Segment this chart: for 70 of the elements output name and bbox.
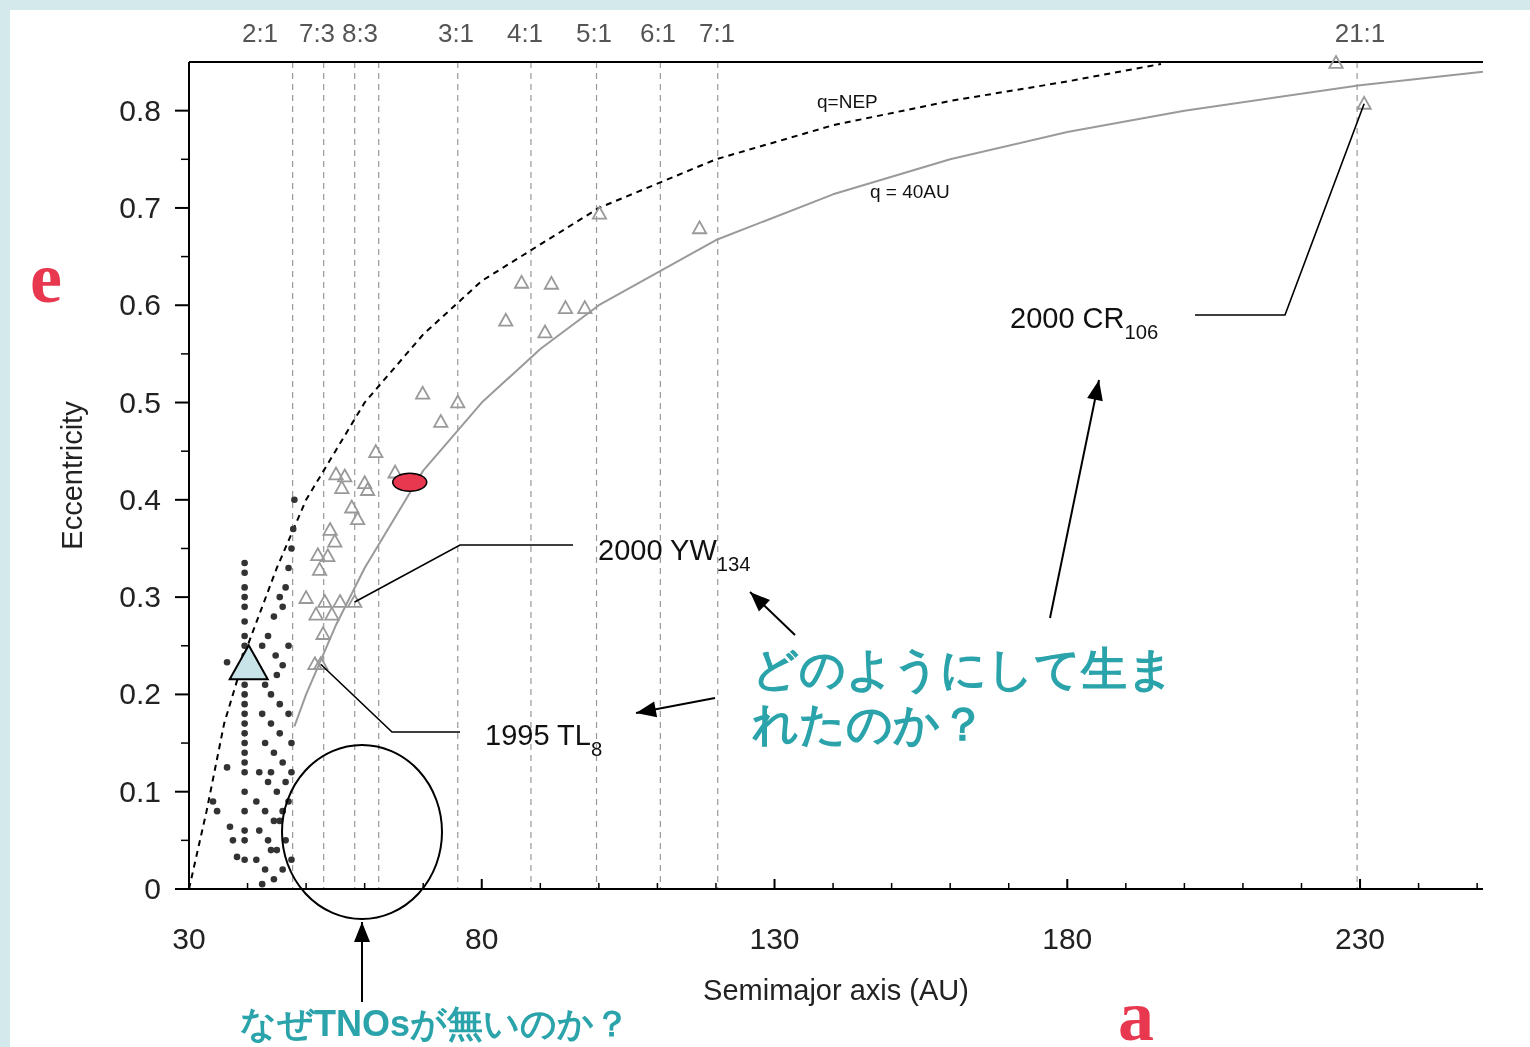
point [328,466,344,481]
point [543,275,559,290]
text: 8:3 [341,18,379,48]
y-tick-label: 0.8 [119,93,161,127]
point [537,324,553,339]
y-tick-label: 0.4 [119,482,161,516]
point [577,300,593,314]
y-tick-label: 0.6 [119,288,161,322]
x-tick-label: 130 [749,922,800,955]
annotation: 2000 CR$_{106}$ [1010,302,1159,343]
point [692,220,708,235]
point [591,205,607,220]
text: なぜTNOsが無いのか？ [240,1003,631,1044]
x-tick-label: 30 [172,922,206,955]
point [415,385,431,400]
point [350,511,366,526]
text: 5:1 [575,18,613,48]
x-tick-label: 230 [1335,922,1386,955]
y-tick-label: 0.3 [119,580,161,614]
point [337,468,353,483]
text: 4:1 [506,18,544,48]
annotation: どのようにして生まれたのか？ [752,643,1174,751]
x-tick-label: 80 [465,922,499,955]
text: 7:1 [698,18,736,48]
text: 7:3 [298,18,336,48]
point [557,300,574,314]
point [327,533,343,548]
point [368,444,384,458]
y-tick-label: 0.1 [119,774,161,808]
y-tick-label: 0.5 [119,385,161,419]
text: e [30,238,62,318]
annotation: 1995 TL$_{8}$ [485,719,603,760]
point [322,522,338,536]
series-label: q = 40AU [870,181,950,202]
point [324,606,340,621]
text: 6:1 [639,18,677,48]
point [344,499,360,514]
point [450,394,466,409]
point [433,414,449,428]
point [298,590,314,604]
point [498,312,514,327]
point [514,274,530,289]
text: a [1118,976,1154,1047]
y-tick-label: 0.2 [119,677,161,711]
text: 3:1 [437,18,475,48]
text: 2:1 [241,18,279,48]
point [228,644,269,681]
point [308,606,324,621]
point [357,475,373,490]
x-tick-label: 180 [1042,922,1093,955]
point [1328,55,1344,69]
series-label: q=NEP [817,91,878,112]
text: 21:1 [1334,18,1386,48]
point [310,547,326,562]
point [320,548,336,563]
y-axis-title: Eccentricity [56,400,88,550]
y-tick-label: 0.7 [119,190,161,224]
y-tick-label: 0 [144,872,161,905]
point [317,594,333,608]
point [315,626,331,640]
point [360,482,376,496]
x-axis-title: Semimajor axis (AU) [703,974,969,1006]
point [313,656,329,671]
annotation: 2000 YW$_{134}$ [598,534,751,575]
point [312,561,328,576]
point [307,656,323,671]
point [347,594,363,608]
point [332,594,348,608]
point [1356,95,1372,110]
point [334,480,350,494]
